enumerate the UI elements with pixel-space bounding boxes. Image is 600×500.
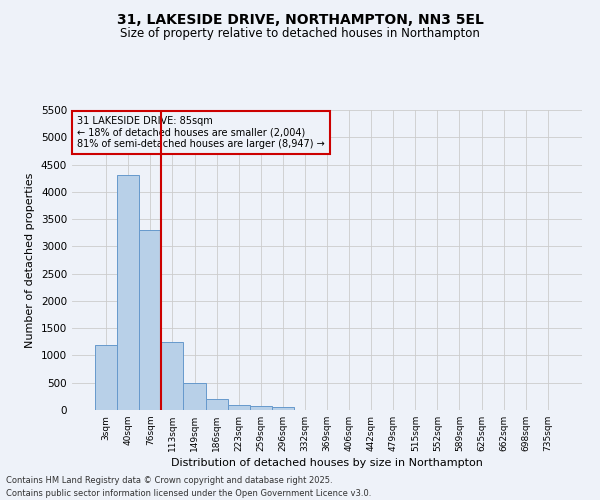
Bar xyxy=(250,406,272,410)
Bar xyxy=(184,382,206,410)
Bar xyxy=(227,404,250,410)
Bar xyxy=(117,176,139,410)
Text: 31 LAKESIDE DRIVE: 85sqm
← 18% of detached houses are smaller (2,004)
81% of sem: 31 LAKESIDE DRIVE: 85sqm ← 18% of detach… xyxy=(77,116,325,149)
Text: 31, LAKESIDE DRIVE, NORTHAMPTON, NN3 5EL: 31, LAKESIDE DRIVE, NORTHAMPTON, NN3 5EL xyxy=(116,12,484,26)
Bar xyxy=(95,344,117,410)
Bar xyxy=(272,406,294,410)
Bar xyxy=(206,399,227,410)
Text: Contains HM Land Registry data © Crown copyright and database right 2025.: Contains HM Land Registry data © Crown c… xyxy=(6,476,332,485)
Bar xyxy=(161,342,184,410)
Text: Size of property relative to detached houses in Northampton: Size of property relative to detached ho… xyxy=(120,28,480,40)
Y-axis label: Number of detached properties: Number of detached properties xyxy=(25,172,35,348)
Bar xyxy=(139,230,161,410)
X-axis label: Distribution of detached houses by size in Northampton: Distribution of detached houses by size … xyxy=(171,458,483,468)
Text: Contains public sector information licensed under the Open Government Licence v3: Contains public sector information licen… xyxy=(6,488,371,498)
